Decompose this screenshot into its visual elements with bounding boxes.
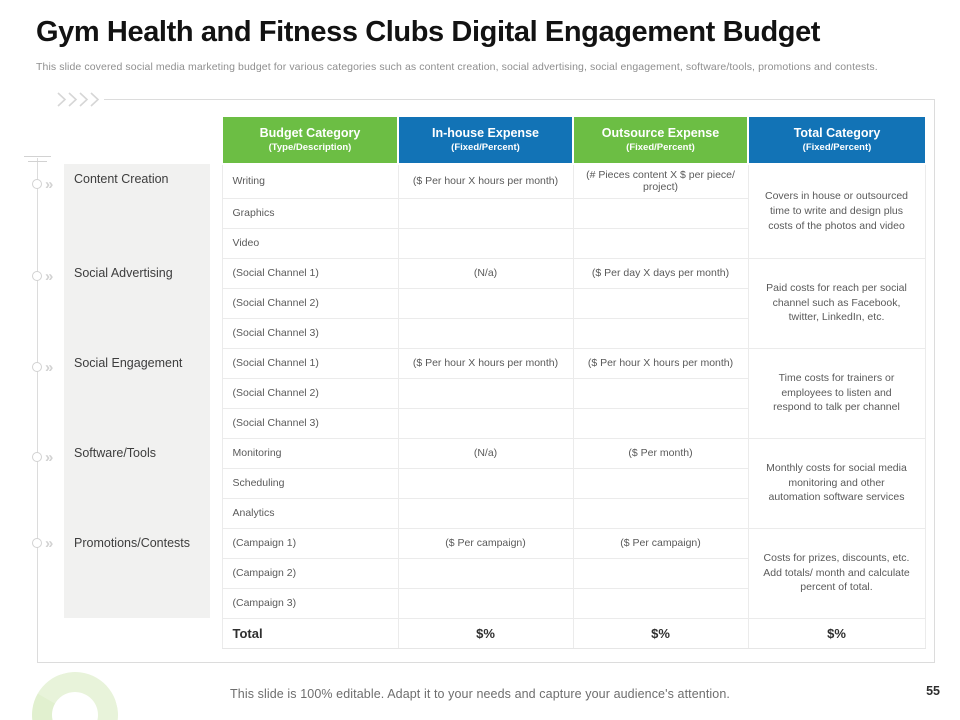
summary-social-advertising: Paid costs for reach per social channel … bbox=[747, 257, 926, 349]
timeline-dot bbox=[32, 452, 42, 462]
chevrons-right-icon bbox=[56, 91, 106, 113]
timeline-dot bbox=[32, 179, 42, 189]
total-outsource-value: $% bbox=[572, 617, 749, 649]
table-row: Graphics bbox=[64, 197, 925, 229]
column-gap bbox=[210, 164, 222, 258]
category-social-engagement: Social Engagement bbox=[64, 348, 210, 438]
timeline-start-mark bbox=[24, 156, 51, 157]
summary-content-creation: Covers in house or outsourced time to wr… bbox=[747, 163, 926, 259]
category-promotions-contests: Promotions/Contests bbox=[64, 528, 210, 618]
table-header-row: Budget Category (Type/Description) In-ho… bbox=[64, 117, 925, 165]
chevron-right-icon: » bbox=[45, 176, 54, 193]
chevron-right-icon: » bbox=[45, 535, 54, 552]
column-gap bbox=[210, 438, 222, 528]
header-spacer bbox=[64, 117, 210, 164]
header-outsource-expense: Outsource Expense (Fixed/Percent) bbox=[572, 117, 748, 165]
timeline-dot bbox=[32, 271, 42, 281]
table-row: Scheduling bbox=[64, 467, 925, 499]
frame-line-left bbox=[37, 158, 38, 662]
summary-social-engagement: Time costs for trainers or employees to … bbox=[747, 347, 926, 439]
timeline-dot bbox=[32, 538, 42, 548]
header-total-category: Total Category (Fixed/Percent) bbox=[747, 117, 925, 165]
footer-note: This slide is 100% editable. Adapt it to… bbox=[230, 687, 730, 701]
chevron-right-icon: » bbox=[45, 268, 54, 285]
category-social-advertising: Social Advertising bbox=[64, 258, 210, 348]
total-category-value: $% bbox=[747, 617, 926, 649]
summary-software-tools: Monthly costs for social media monitorin… bbox=[747, 437, 926, 529]
category-content-creation: Content Creation bbox=[64, 164, 210, 258]
column-gap bbox=[210, 258, 222, 348]
column-gap bbox=[210, 528, 222, 618]
total-inhouse-value: $% bbox=[397, 617, 574, 649]
table-row: (Campaign 3) bbox=[64, 587, 925, 619]
table-row: (Social Channel 3) bbox=[64, 317, 925, 349]
page-number: 55 bbox=[926, 684, 940, 698]
table-row: Content Creation Writing ($ Per hour X h… bbox=[64, 163, 926, 259]
budget-table: Budget Category (Type/Description) In-ho… bbox=[64, 117, 926, 649]
frame-line-right bbox=[934, 99, 935, 662]
frame-line-bottom bbox=[37, 662, 935, 663]
column-gap bbox=[210, 618, 222, 648]
table-total-row: Total $% $% $% bbox=[64, 617, 926, 649]
frame-line-top bbox=[104, 99, 935, 100]
header-inhouse-expense: In-house Expense (Fixed/Percent) bbox=[397, 117, 573, 165]
category-software-tools: Software/Tools bbox=[64, 438, 210, 528]
chevron-right-icon: » bbox=[45, 449, 54, 466]
table-row: Promotions/Contests (Campaign 1) ($ Per … bbox=[64, 527, 926, 619]
page-title: Gym Health and Fitness Clubs Digital Eng… bbox=[36, 16, 821, 48]
table-row: Social Engagement (Social Channel 1) ($ … bbox=[64, 347, 926, 439]
table-row: (Social Channel 2) bbox=[64, 377, 925, 409]
table-row: Video bbox=[64, 227, 925, 259]
header-spacer bbox=[210, 117, 222, 164]
total-blank bbox=[64, 618, 210, 648]
table-row: Software/Tools Monitoring (N/a) ($ Per m… bbox=[64, 437, 926, 529]
timeline-dot bbox=[32, 362, 42, 372]
timeline-start-mark bbox=[28, 161, 47, 162]
page-subtitle: This slide covered social media marketin… bbox=[36, 61, 878, 73]
total-label: Total bbox=[221, 617, 399, 649]
table-row: Social Advertising (Social Channel 1) (N… bbox=[64, 257, 926, 349]
column-gap bbox=[210, 348, 222, 438]
header-budget-category: Budget Category (Type/Description) bbox=[221, 117, 398, 165]
chevron-right-icon: » bbox=[45, 359, 54, 376]
summary-promotions-contests: Costs for prizes, discounts, etc. Add to… bbox=[747, 527, 926, 619]
